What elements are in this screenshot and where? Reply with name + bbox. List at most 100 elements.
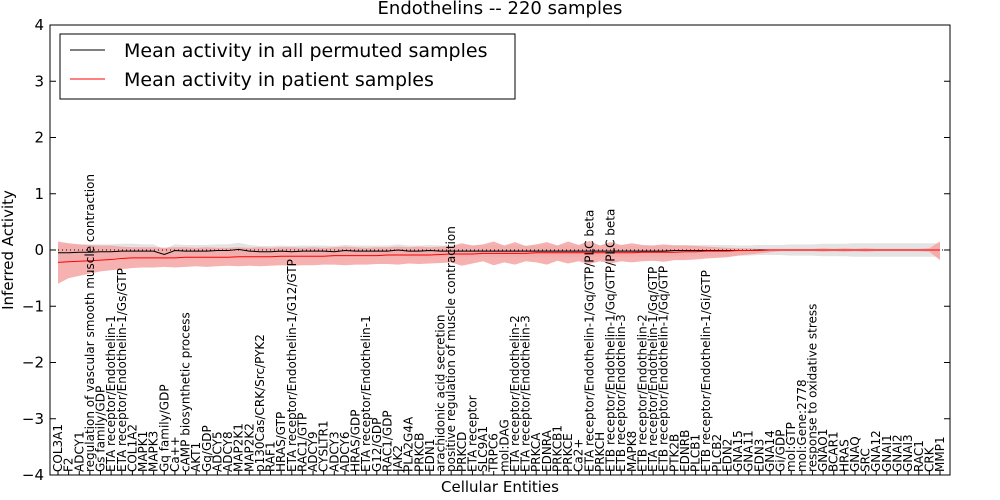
x-tick-label: RAF1 bbox=[264, 441, 278, 472]
x-tick-label: HRAS/GDP bbox=[349, 409, 363, 472]
x-tick-label: HRAS/GTP bbox=[274, 412, 288, 472]
x-tick-label: GNA12 bbox=[869, 430, 883, 472]
x-tick-label: ETB receptor/Endothelin-1/Gq/GTP bbox=[657, 266, 671, 472]
x-tick-label: ADCY6 bbox=[338, 431, 352, 472]
x-tick-label: AKT1 bbox=[189, 442, 203, 472]
y-tick-label: 2 bbox=[34, 129, 44, 147]
x-tick-label: GNA15 bbox=[731, 430, 745, 472]
x-tick-label: PTK2B bbox=[667, 434, 681, 472]
x-tick-label: Gq/GDP bbox=[200, 425, 214, 472]
y-tick-label: −3 bbox=[22, 410, 44, 428]
x-tick-label: GNAI1 bbox=[880, 434, 894, 472]
legend-box bbox=[59, 33, 516, 100]
x-tick-label: EDNRA bbox=[540, 429, 554, 472]
y-tick-label: 3 bbox=[34, 72, 44, 90]
x-tick-label: Ca++ bbox=[168, 436, 182, 472]
x-tick-label: PRKCD bbox=[455, 432, 469, 472]
x-tick-label: SRC bbox=[859, 448, 873, 472]
series-lines bbox=[57, 248, 940, 263]
x-tick-label: MAPK1 bbox=[136, 431, 150, 472]
x-tick-label: COL3A1 bbox=[51, 424, 65, 472]
x-tick-label: MMP1 bbox=[933, 436, 947, 472]
x-tick-label: cAMP biosynthetic process bbox=[179, 312, 193, 472]
x-tick-label: BCAR1 bbox=[827, 431, 841, 472]
x-tick-label: ETA receptor/Endothelin-3 bbox=[519, 315, 533, 472]
x-tick-label: Gi/GDP bbox=[774, 430, 788, 472]
x-tick-label: ETB receptor/Endothelin-1/Gq/GTP/PLC bet… bbox=[604, 209, 618, 472]
x-tick-label: PLA2G4A bbox=[402, 416, 416, 472]
x-tick-label: CYSLTR1 bbox=[317, 421, 331, 472]
x-tick-label: ETA receptor/Endothelin-2 bbox=[508, 315, 522, 472]
x-tick-label: mol:DAG bbox=[497, 419, 511, 472]
x-axis-title: Cellular Entities bbox=[441, 478, 559, 496]
x-tick-label: GNAI2 bbox=[890, 434, 904, 472]
x-tick-label: ETA receptor/Endothelin-1/Gq/GTP/PLC bet… bbox=[582, 210, 596, 472]
x-tick-label: ADCY5 bbox=[210, 431, 224, 472]
x-tick-label: p130Cas/CRK/Src/PYK2 bbox=[253, 334, 267, 472]
line-patient-mean bbox=[57, 249, 940, 263]
y-axis-title: Inferred Activity bbox=[0, 190, 17, 310]
x-tick-label: MAPK3 bbox=[147, 431, 161, 472]
x-tick-label: positive regulation of muscle contractio… bbox=[444, 226, 458, 472]
x-tick-label: GNA11 bbox=[742, 430, 756, 472]
x-tick-label: EDN3 bbox=[752, 439, 766, 472]
x-tick-label: PLCB2 bbox=[710, 434, 724, 472]
x-tick-label: ETA receptor/Endothelin-1 bbox=[104, 315, 118, 472]
x-tick-label: ADCY3 bbox=[327, 431, 341, 472]
x-tick-label: PLCB1 bbox=[689, 434, 703, 472]
x-tick-label: HRAS bbox=[837, 439, 851, 472]
x-tick-label: G12/GDP bbox=[370, 418, 384, 472]
x-tick-label: response to oxidative stress bbox=[805, 304, 819, 472]
x-tick-label: GNAO1 bbox=[816, 429, 830, 472]
y-tick-label: 1 bbox=[34, 185, 44, 203]
x-tick-label: ETB receptor/Endothelin-1/Gi/GTP bbox=[699, 270, 713, 472]
x-tick-label: EDNRB bbox=[678, 430, 692, 472]
x-tick-label: ETB receptor/Endothelin-3 bbox=[614, 314, 628, 472]
x-tick-label: RAC1 bbox=[912, 440, 926, 472]
x-tick-label: ETB receptor/Endothelin-2 bbox=[635, 314, 649, 472]
x-tick-label: mol:Gene:2778 bbox=[795, 379, 809, 472]
x-tick-label: ETA receptor/Endothelin-1/Gs/GTP bbox=[115, 268, 129, 472]
x-tick-label: CRK bbox=[922, 446, 936, 472]
chart-title: Endothelins -- 220 samples bbox=[378, 0, 623, 19]
x-tick-label: MAP2K1 bbox=[232, 423, 246, 472]
x-tick-label: GNAI3 bbox=[901, 434, 915, 472]
x-tick-label: ADCY8 bbox=[221, 431, 235, 472]
x-tick-label: Ca2+ bbox=[572, 439, 586, 472]
x-tick-label: SLC9A1 bbox=[476, 426, 490, 472]
x-tick-label: Gs family/GDP bbox=[94, 386, 108, 472]
y-tick-label: −4 bbox=[22, 466, 44, 484]
x-tick-label: MAP2K2 bbox=[242, 423, 256, 472]
x-tick-label: JAK2 bbox=[391, 445, 405, 473]
x-tick-label: PRKCA bbox=[529, 432, 543, 472]
y-axis-ticks: −4 −3 −2 −1 0 1 2 3 4 bbox=[22, 16, 950, 484]
y-tick-label: 0 bbox=[34, 241, 44, 259]
x-tick-label: F2 bbox=[62, 457, 76, 472]
x-tick-label: GNAQ bbox=[848, 436, 862, 472]
x-tick-label: mol:GTP bbox=[784, 422, 798, 472]
x-tick-label: ADCY9 bbox=[306, 431, 320, 472]
x-tick-label: arachidonic acid secretion bbox=[434, 315, 448, 472]
x-tick-label: TRPC6 bbox=[487, 433, 501, 473]
y-tick-label: −1 bbox=[22, 297, 44, 315]
x-tick-label: PRKCB1 bbox=[550, 425, 564, 472]
x-tick-label: EDN2 bbox=[720, 439, 734, 472]
x-tick-label: PRKCB bbox=[412, 433, 426, 472]
x-tick-label: ETA receptor bbox=[465, 395, 479, 472]
legend-label-patient: Mean activity in patient samples bbox=[124, 69, 434, 91]
x-tick-label: EDN1 bbox=[423, 439, 437, 472]
legend: Mean activity in all permuted samples Me… bbox=[59, 33, 516, 100]
x-tick-label: PRKCE bbox=[561, 433, 575, 472]
y-tick-label: −2 bbox=[22, 354, 44, 372]
x-tick-label: Gq family/GDP bbox=[157, 384, 171, 472]
x-tick-label: ETA receptor/Endothelin-1 bbox=[359, 315, 373, 472]
x-tick-label: COL1A2 bbox=[125, 424, 139, 472]
x-tick-label: PRKCH bbox=[593, 432, 607, 472]
x-tick-label: MAPK8 bbox=[625, 431, 639, 472]
y-tick-label: 4 bbox=[34, 16, 44, 34]
x-tick-label: ETA receptor/Endothelin-1/Gq/GTP bbox=[646, 267, 660, 472]
x-tick-label: ETA receptor/Endothelin-1/G12/GTP bbox=[285, 259, 299, 472]
